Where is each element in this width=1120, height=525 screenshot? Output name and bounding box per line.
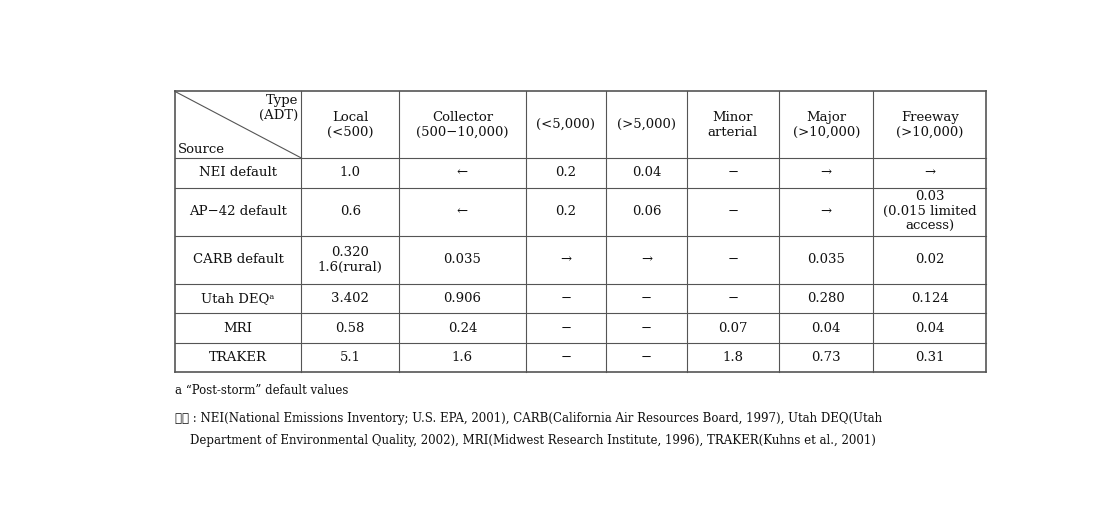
- Text: −: −: [560, 351, 571, 364]
- Text: Type
(ADT): Type (ADT): [259, 94, 298, 122]
- Text: 1.6: 1.6: [451, 351, 473, 364]
- Text: 0.124: 0.124: [911, 292, 949, 305]
- Text: →: →: [821, 205, 832, 218]
- Text: Utah DEQᵃ: Utah DEQᵃ: [202, 292, 274, 305]
- Text: 0.6: 0.6: [339, 205, 361, 218]
- Text: a “Post-storm” default values: a “Post-storm” default values: [175, 384, 348, 397]
- Text: 0.035: 0.035: [808, 253, 846, 266]
- Text: →: →: [560, 253, 571, 266]
- Text: Local
(<500): Local (<500): [327, 111, 373, 139]
- Text: 0.04: 0.04: [915, 321, 944, 334]
- Text: 0.035: 0.035: [444, 253, 482, 266]
- Text: AP−42 default: AP−42 default: [189, 205, 287, 218]
- Text: Collector
(500−10,000): Collector (500−10,000): [417, 111, 508, 139]
- Text: 0.04: 0.04: [632, 166, 661, 180]
- Text: −: −: [727, 253, 738, 266]
- Text: 0.07: 0.07: [718, 321, 748, 334]
- Text: Source: Source: [178, 143, 225, 156]
- Text: 0.24: 0.24: [448, 321, 477, 334]
- Text: 0.320
1.6(rural): 0.320 1.6(rural): [318, 246, 383, 274]
- Text: −: −: [641, 321, 652, 334]
- Text: →: →: [821, 166, 832, 180]
- Text: 0.2: 0.2: [556, 205, 577, 218]
- Text: 1.8: 1.8: [722, 351, 744, 364]
- Text: 0.73: 0.73: [811, 351, 841, 364]
- Text: −: −: [641, 351, 652, 364]
- Text: CARB default: CARB default: [193, 253, 283, 266]
- Text: ←: ←: [457, 205, 468, 218]
- Text: −: −: [560, 292, 571, 305]
- Text: →: →: [641, 253, 652, 266]
- Text: 0.03
(0.015 limited
access): 0.03 (0.015 limited access): [883, 190, 977, 233]
- Text: −: −: [727, 292, 738, 305]
- Text: MRI: MRI: [224, 321, 253, 334]
- Text: 5.1: 5.1: [339, 351, 361, 364]
- Text: →: →: [924, 166, 935, 180]
- Text: −: −: [727, 205, 738, 218]
- Text: −: −: [727, 166, 738, 180]
- Text: 0.06: 0.06: [632, 205, 661, 218]
- Text: 출첸 : NEI(National Emissions Inventory; U.S. EPA, 2001), CARB(California Air Reso: 출첸 : NEI(National Emissions Inventory; U…: [175, 412, 881, 425]
- Text: Minor
arterial: Minor arterial: [708, 111, 758, 139]
- Text: 0.2: 0.2: [556, 166, 577, 180]
- Text: −: −: [560, 321, 571, 334]
- Text: ←: ←: [457, 166, 468, 180]
- Text: 0.280: 0.280: [808, 292, 846, 305]
- Text: 0.02: 0.02: [915, 253, 944, 266]
- Text: Freeway
(>10,000): Freeway (>10,000): [896, 111, 963, 139]
- Text: (<5,000): (<5,000): [536, 118, 596, 131]
- Text: 1.0: 1.0: [339, 166, 361, 180]
- Text: 0.31: 0.31: [915, 351, 944, 364]
- Text: 0.906: 0.906: [444, 292, 482, 305]
- Text: (>5,000): (>5,000): [617, 118, 676, 131]
- Text: Major
(>10,000): Major (>10,000): [793, 111, 860, 139]
- Text: NEI default: NEI default: [199, 166, 277, 180]
- Text: 0.58: 0.58: [336, 321, 365, 334]
- Text: Department of Environmental Quality, 2002), MRI(Midwest Research Institute, 1996: Department of Environmental Quality, 200…: [190, 434, 876, 447]
- Text: 3.402: 3.402: [332, 292, 370, 305]
- Text: −: −: [641, 292, 652, 305]
- Text: 0.04: 0.04: [812, 321, 841, 334]
- Text: TRAKER: TRAKER: [209, 351, 267, 364]
